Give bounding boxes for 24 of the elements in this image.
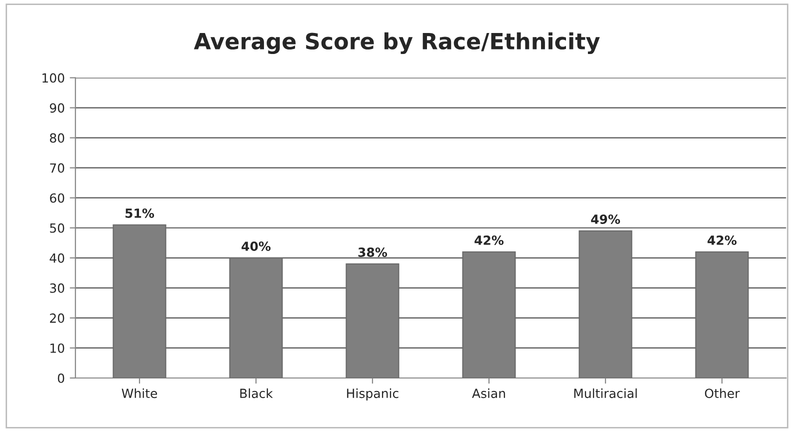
y-tick-label: 70 xyxy=(50,163,64,173)
data-label: 40% xyxy=(242,242,271,251)
y-tick-label: 0 xyxy=(58,373,64,383)
data-label: 51% xyxy=(126,208,154,218)
y-tick-label: 40 xyxy=(50,253,64,263)
y-tick-label: 10 xyxy=(50,343,64,353)
y-tick-label: 90 xyxy=(50,103,64,113)
y-tick-label: 20 xyxy=(50,313,64,323)
x-tick-label: Hispanic xyxy=(347,388,398,401)
x-tick-label: Multiracial xyxy=(574,388,637,398)
data-label: 38% xyxy=(358,248,388,257)
x-tick-label: Other xyxy=(704,388,740,398)
x-tick-label: Black xyxy=(240,388,273,398)
data-label: 42% xyxy=(708,236,737,245)
data-label: 49% xyxy=(591,214,620,224)
data-label: 42% xyxy=(474,236,504,245)
y-tick-label: 60 xyxy=(50,193,64,203)
chart-title: Average Score by Race/Ethnicity xyxy=(194,32,600,54)
y-tick-label: 50 xyxy=(50,223,64,233)
y-tick-label: 80 xyxy=(50,133,64,143)
x-tick-label: Asian xyxy=(472,388,505,398)
x-tick-label: White xyxy=(122,388,158,398)
y-tick-label: 30 xyxy=(50,283,64,293)
y-tick-label: 100 xyxy=(42,73,64,83)
